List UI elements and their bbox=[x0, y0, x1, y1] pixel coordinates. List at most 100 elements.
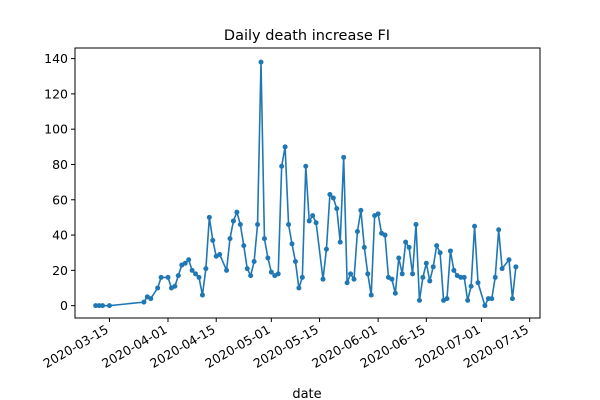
data-point bbox=[485, 296, 491, 302]
y-tick-label: 120 bbox=[44, 86, 68, 101]
data-point bbox=[320, 276, 326, 282]
data-point bbox=[410, 271, 416, 277]
data-point bbox=[289, 241, 295, 247]
data-point bbox=[468, 283, 474, 289]
data-point bbox=[361, 244, 367, 250]
data-point bbox=[368, 292, 374, 298]
data-point bbox=[141, 299, 147, 305]
data-point bbox=[348, 271, 354, 277]
data-point bbox=[444, 296, 450, 302]
data-point bbox=[186, 257, 192, 263]
y-tick-label: 20 bbox=[52, 263, 68, 278]
data-point bbox=[237, 221, 243, 227]
data-point bbox=[461, 274, 467, 280]
y-tick-label: 60 bbox=[52, 192, 68, 207]
data-point bbox=[337, 239, 343, 245]
data-point bbox=[217, 251, 223, 257]
data-point bbox=[299, 274, 305, 280]
data-point bbox=[182, 260, 188, 266]
data-point bbox=[451, 267, 457, 273]
data-point bbox=[358, 207, 364, 213]
data-point bbox=[427, 278, 433, 284]
data-point bbox=[282, 144, 288, 150]
data-point bbox=[148, 296, 154, 302]
data-point bbox=[193, 271, 199, 277]
data-point bbox=[465, 297, 471, 303]
data-point bbox=[489, 296, 495, 302]
data-point bbox=[472, 223, 478, 229]
data-point bbox=[172, 283, 178, 289]
data-point bbox=[396, 255, 402, 261]
data-point bbox=[351, 276, 357, 282]
x-axis-label: date bbox=[292, 387, 321, 400]
data-point bbox=[382, 232, 388, 238]
data-point bbox=[175, 273, 181, 279]
data-point bbox=[437, 250, 443, 256]
data-point bbox=[306, 218, 312, 224]
data-point bbox=[413, 221, 419, 227]
axes-frame bbox=[74, 47, 541, 319]
data-point bbox=[251, 259, 257, 265]
data-point bbox=[434, 243, 440, 249]
data-point bbox=[354, 229, 360, 235]
data-point bbox=[423, 260, 429, 266]
data-point bbox=[96, 303, 102, 309]
y-tick-label: 40 bbox=[52, 228, 68, 243]
data-point bbox=[509, 296, 515, 302]
data-point bbox=[255, 221, 261, 227]
data-point bbox=[403, 239, 409, 245]
data-point bbox=[389, 276, 395, 282]
data-point bbox=[392, 290, 398, 296]
data-point bbox=[196, 274, 202, 280]
data-point bbox=[375, 211, 381, 217]
data-point bbox=[334, 206, 340, 212]
data-point bbox=[482, 303, 488, 309]
data-point bbox=[189, 267, 195, 273]
data-point bbox=[492, 274, 498, 280]
data-point bbox=[286, 221, 292, 227]
data-point bbox=[279, 163, 285, 169]
data-point bbox=[93, 303, 99, 309]
data-point bbox=[496, 227, 502, 233]
y-tick-label: 140 bbox=[44, 51, 68, 66]
data-point bbox=[106, 303, 112, 309]
data-point bbox=[458, 274, 464, 280]
data-point bbox=[303, 163, 309, 169]
y-tick-label: 100 bbox=[44, 122, 68, 137]
data-point bbox=[210, 237, 216, 243]
data-point bbox=[203, 266, 209, 272]
data-point bbox=[475, 280, 481, 286]
data-point bbox=[499, 266, 505, 272]
data-point bbox=[234, 209, 240, 215]
data-point bbox=[206, 214, 212, 220]
data-point bbox=[241, 243, 247, 249]
data-point bbox=[268, 269, 274, 275]
data-point bbox=[199, 292, 205, 298]
data-point bbox=[341, 154, 347, 160]
data-point bbox=[420, 274, 426, 280]
data-point bbox=[344, 280, 350, 286]
data-point bbox=[406, 244, 412, 250]
y-tick-label: 0 bbox=[60, 298, 68, 313]
data-point bbox=[330, 195, 336, 201]
data-point bbox=[265, 255, 271, 261]
data-point bbox=[292, 259, 298, 265]
data-point bbox=[244, 266, 250, 272]
data-point bbox=[224, 267, 230, 273]
y-tick-label: 80 bbox=[52, 157, 68, 172]
data-point bbox=[310, 213, 316, 219]
data-point bbox=[275, 271, 281, 277]
data-point bbox=[313, 220, 319, 226]
data-point bbox=[261, 236, 267, 242]
data-point bbox=[230, 218, 236, 224]
data-point bbox=[323, 246, 329, 252]
data-point bbox=[258, 59, 264, 65]
data-point bbox=[447, 248, 453, 254]
data-point bbox=[416, 297, 422, 303]
data-point bbox=[155, 285, 161, 291]
data-point bbox=[365, 271, 371, 277]
data-point bbox=[158, 274, 164, 280]
data-point bbox=[296, 285, 302, 291]
